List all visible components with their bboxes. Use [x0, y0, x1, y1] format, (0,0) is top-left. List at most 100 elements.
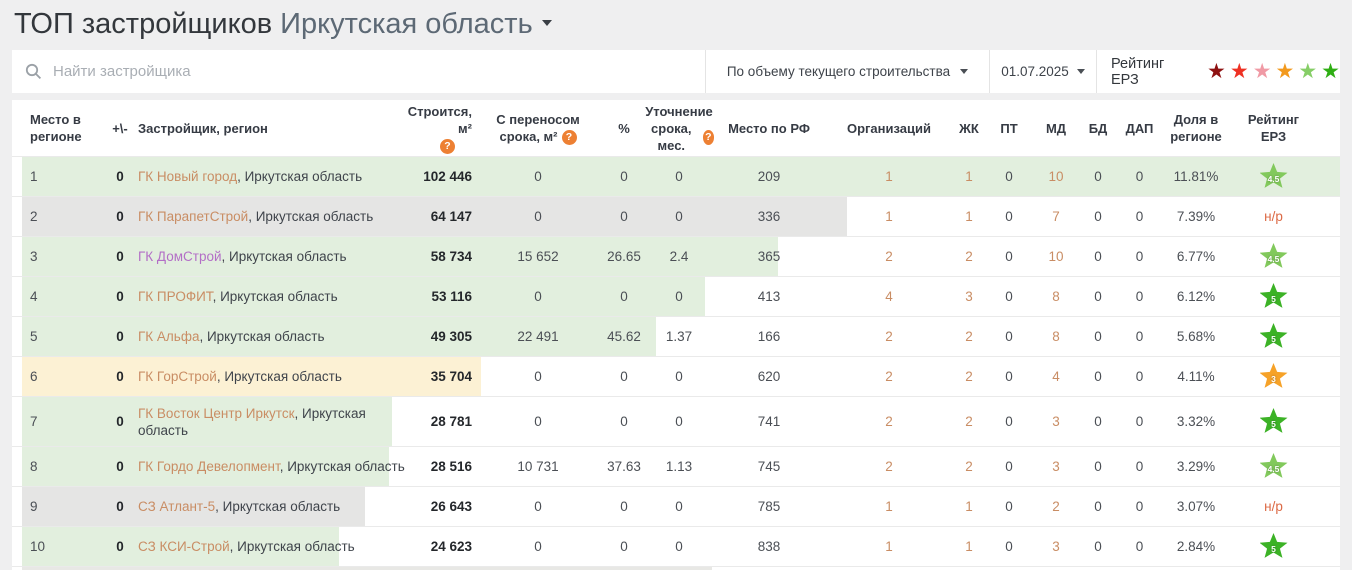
rating-star-icon[interactable]: 4.5 — [1259, 243, 1288, 268]
md-count[interactable]: 7 — [1052, 209, 1060, 224]
place-in-region-value: 3 — [30, 249, 38, 264]
volume-bar — [22, 527, 339, 566]
developer-region: , Иркутская область — [237, 169, 363, 184]
percent-value: 0 — [620, 499, 628, 514]
place-change-value: 0 — [116, 369, 124, 384]
rating-star-icon[interactable]: 4.5 — [1259, 453, 1288, 478]
rating-cell: 4.5 — [1231, 453, 1316, 480]
rating-star-icon[interactable]: 3 — [1259, 363, 1288, 388]
developer-link[interactable]: ГК Восток Центр Иркутск — [138, 405, 295, 421]
filter-star-icon[interactable]: ★ — [1229, 59, 1249, 83]
help-icon[interactable]: ? — [702, 130, 714, 145]
organizations-count[interactable]: 1 — [885, 209, 893, 224]
filter-star-icon[interactable]: ★ — [1252, 59, 1272, 83]
developer-link[interactable]: ГК ДомСтрой — [138, 249, 222, 264]
help-icon[interactable]: ? — [440, 138, 455, 154]
date-dropdown[interactable]: 01.07.2025 — [990, 50, 1096, 93]
search-input[interactable] — [51, 62, 705, 81]
dap-count: 0 — [1135, 414, 1144, 429]
divider — [1096, 50, 1097, 93]
developer-region: , Иркутская область — [199, 329, 325, 344]
place-in-region-value: 4 — [30, 289, 38, 304]
zhk-count[interactable]: 2 — [965, 414, 973, 429]
filter-star-icon[interactable]: ★ — [1321, 59, 1340, 83]
postponed-value: 10 731 — [517, 459, 559, 474]
developer-cell: СЗ КСИ-Строй, Иркутская область — [138, 538, 394, 555]
developer-link[interactable]: ГК ГорСтрой — [138, 369, 217, 384]
percent-value: 0 — [620, 289, 628, 304]
developer-link[interactable]: ГК Гордо Девелопмент — [138, 459, 280, 474]
developer-link[interactable]: ГК Новый город — [138, 169, 238, 184]
pt-count: 0 — [1005, 169, 1013, 184]
search-box — [12, 50, 705, 93]
place-in-region-value: 2 — [30, 209, 38, 224]
percent-value: 0 — [620, 414, 628, 429]
md-count[interactable]: 8 — [1052, 289, 1060, 304]
rating-filter-stars: ★ ★ ★ ★ ★ ★ — [1203, 61, 1340, 82]
md-count[interactable]: 3 — [1052, 539, 1060, 554]
filter-star-icon[interactable]: ★ — [1298, 59, 1318, 83]
divider — [705, 50, 706, 93]
bd-count: 0 — [1094, 209, 1102, 224]
region-selector[interactable]: Иркутская область — [280, 8, 533, 40]
zhk-count[interactable]: 1 — [965, 209, 973, 224]
rating-star-icon[interactable]: 4.5 — [1259, 163, 1288, 188]
zhk-count[interactable]: 2 — [965, 249, 973, 264]
filter-star-icon[interactable]: ★ — [1275, 59, 1295, 83]
zhk-count[interactable]: 2 — [965, 369, 973, 384]
chevron-down-icon — [960, 69, 969, 74]
developer-cell: ГК ДомСтрой, Иркутская область — [138, 248, 394, 265]
md-count[interactable]: 3 — [1052, 414, 1060, 429]
rating-cell: н/р — [1231, 209, 1316, 224]
zhk-count[interactable]: 1 — [965, 499, 973, 514]
zhk-count[interactable]: 3 — [965, 289, 973, 304]
rating-cell: 4.5 — [1231, 243, 1316, 270]
md-count[interactable]: 2 — [1052, 499, 1060, 514]
zhk-count[interactable]: 2 — [965, 459, 973, 474]
place-in-region-value: 8 — [30, 459, 38, 474]
md-count[interactable]: 4 — [1052, 369, 1060, 384]
md-count[interactable]: 10 — [1048, 169, 1064, 184]
region-share-value: 5.68% — [1176, 329, 1216, 344]
col-header-pt: ПТ — [1000, 120, 1018, 136]
organizations-count[interactable]: 4 — [885, 289, 893, 304]
chevron-down-icon[interactable] — [541, 20, 552, 27]
place-rf-value: 209 — [757, 169, 781, 184]
rating-star-icon[interactable]: 5 — [1259, 323, 1288, 348]
developer-link[interactable]: ГК Альфа — [138, 329, 200, 344]
rating-star-icon[interactable]: 5 — [1259, 283, 1288, 308]
md-count[interactable]: 10 — [1048, 249, 1064, 264]
help-icon[interactable]: ? — [561, 130, 577, 145]
rating-star-icon[interactable]: 5 — [1259, 408, 1288, 433]
organizations-count[interactable]: 2 — [885, 459, 893, 474]
dap-count: 0 — [1135, 539, 1144, 554]
rating-filter: Рейтинг ЕРЗ ★ ★ ★ ★ ★ ★ — [1097, 50, 1340, 93]
developer-link[interactable]: ГК ПРОФИТ — [138, 289, 213, 304]
volume-bar — [22, 487, 365, 526]
volume-bar — [22, 447, 389, 486]
region-share-value: 3.29% — [1176, 459, 1216, 474]
organizations-count[interactable]: 1 — [885, 169, 893, 184]
md-count[interactable]: 8 — [1052, 329, 1060, 344]
developer-link[interactable]: ГК ПарапетСтрой — [138, 209, 249, 224]
zhk-count[interactable]: 1 — [965, 169, 973, 184]
organizations-count[interactable]: 2 — [885, 329, 893, 344]
percent-value: 0 — [620, 169, 628, 184]
md-count[interactable]: 3 — [1052, 459, 1060, 474]
zhk-count[interactable]: 2 — [965, 329, 973, 344]
developer-link[interactable]: СЗ Атлант-5 — [138, 499, 216, 514]
rating-cell: 5 — [1231, 283, 1316, 310]
organizations-count[interactable]: 2 — [885, 414, 893, 429]
organizations-count[interactable]: 2 — [885, 249, 893, 264]
filter-star-icon[interactable]: ★ — [1207, 59, 1226, 83]
sort-dropdown[interactable]: По объему текущего строительства — [706, 50, 989, 93]
delay-months-value: 0 — [675, 369, 683, 384]
rating-star-icon[interactable]: 5 — [1259, 533, 1288, 558]
rating-filter-label: Рейтинг ЕРЗ — [1111, 55, 1165, 88]
organizations-count[interactable]: 2 — [885, 369, 893, 384]
developer-link[interactable]: СЗ КСИ-Строй — [138, 539, 230, 554]
organizations-count[interactable]: 1 — [885, 539, 893, 554]
percent-value: 0 — [620, 209, 628, 224]
zhk-count[interactable]: 1 — [965, 539, 973, 554]
organizations-count[interactable]: 1 — [885, 499, 893, 514]
